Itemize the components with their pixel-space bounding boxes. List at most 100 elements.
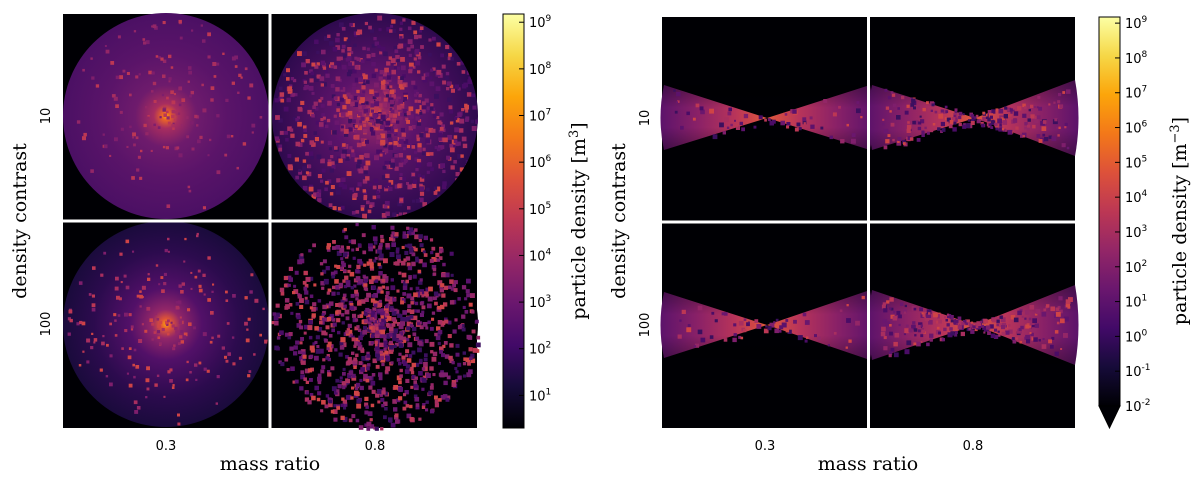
density-speckle — [468, 369, 473, 374]
density-speckle — [883, 308, 888, 313]
density-speckle — [402, 83, 406, 87]
density-speckle — [372, 118, 377, 123]
density-speckle — [126, 72, 130, 75]
density-speckle — [76, 120, 81, 124]
density-speckle — [157, 330, 161, 334]
density-speckle — [316, 345, 320, 349]
density-speckle — [454, 367, 458, 370]
density-speckle — [1057, 134, 1060, 137]
density-speckle — [288, 84, 293, 88]
density-speckle — [375, 393, 380, 398]
density-speckle — [413, 394, 418, 398]
density-speckle — [428, 390, 433, 396]
density-speckle — [352, 119, 356, 124]
density-speckle — [118, 297, 122, 301]
density-speckle — [375, 275, 381, 281]
density-speckle — [439, 112, 444, 117]
density-speckle — [362, 90, 366, 94]
density-speckle — [457, 362, 462, 367]
density-speckle — [920, 324, 923, 327]
density-speckle — [410, 385, 414, 389]
density-speckle — [383, 347, 387, 351]
density-speckle — [380, 139, 386, 145]
y-tick-label: 100 — [638, 313, 653, 338]
density-speckle — [358, 278, 363, 284]
density-speckle — [414, 234, 419, 240]
density-speckle — [346, 72, 352, 77]
density-speckle — [226, 134, 231, 139]
density-speckle — [938, 113, 944, 119]
density-speckle — [179, 316, 182, 319]
density-speckle — [929, 128, 934, 133]
density-speckle — [786, 122, 791, 126]
density-speckle — [438, 141, 442, 145]
density-speckle — [379, 243, 383, 247]
density-speckle — [317, 376, 322, 382]
density-speckle — [962, 113, 965, 116]
density-speckle — [295, 141, 301, 147]
density-speckle — [355, 297, 359, 301]
density-speckle — [334, 120, 339, 125]
density-speckle — [325, 394, 330, 398]
density-speckle — [368, 258, 373, 263]
density-speckle — [392, 332, 397, 337]
density-speckle — [369, 326, 373, 330]
density-speckle — [351, 375, 357, 381]
density-speckle — [892, 316, 898, 321]
density-speckle — [970, 329, 975, 334]
density-speckle — [1017, 106, 1022, 111]
density-speckle — [296, 116, 300, 120]
density-speckle — [193, 326, 196, 330]
density-speckle — [394, 153, 399, 158]
density-speckle — [411, 261, 416, 267]
density-speckle — [326, 317, 332, 322]
density-speckle — [356, 187, 360, 191]
density-speckle — [321, 330, 327, 336]
density-speckle — [333, 390, 338, 395]
density-speckle — [391, 69, 396, 75]
density-speckle — [354, 341, 359, 346]
density-speckle — [804, 320, 810, 325]
density-speckle — [404, 250, 409, 255]
density-speckle — [468, 347, 473, 352]
density-speckle — [145, 40, 150, 45]
density-speckle — [232, 294, 236, 298]
density-speckle — [327, 372, 332, 377]
density-speckle — [342, 399, 347, 404]
density-speckle — [308, 249, 312, 253]
density-speckle — [309, 345, 315, 351]
density-speckle — [388, 56, 392, 60]
density-speckle — [932, 123, 936, 126]
density-speckle — [470, 119, 475, 124]
density-speckle — [348, 370, 354, 376]
density-speckle — [284, 332, 289, 337]
density-speckle — [700, 109, 705, 115]
density-speckle — [431, 246, 436, 251]
density-speckle — [172, 127, 175, 130]
density-speckle — [155, 55, 159, 58]
density-speckle — [93, 338, 98, 342]
density-speckle — [376, 248, 382, 254]
density-speckle — [299, 304, 304, 309]
density-speckle — [251, 131, 254, 134]
density-speckle — [299, 386, 304, 391]
density-speckle — [348, 120, 352, 124]
density-speckle — [980, 123, 985, 128]
density-speckle — [326, 118, 331, 123]
density-speckle — [398, 343, 404, 348]
density-speckle — [247, 374, 251, 378]
density-speckle — [686, 111, 690, 116]
density-speckle — [814, 334, 817, 338]
density-speckle — [412, 315, 418, 321]
density-speckle — [378, 76, 383, 81]
density-speckle — [734, 119, 736, 122]
density-speckle — [410, 230, 415, 236]
density-speckle — [1005, 330, 1010, 335]
density-speckle — [375, 140, 380, 145]
density-speckle — [779, 325, 784, 330]
density-speckle — [326, 243, 331, 248]
density-speckle — [178, 19, 182, 24]
density-speckle — [303, 128, 307, 133]
density-speckle — [392, 297, 397, 302]
density-speckle — [324, 124, 329, 129]
